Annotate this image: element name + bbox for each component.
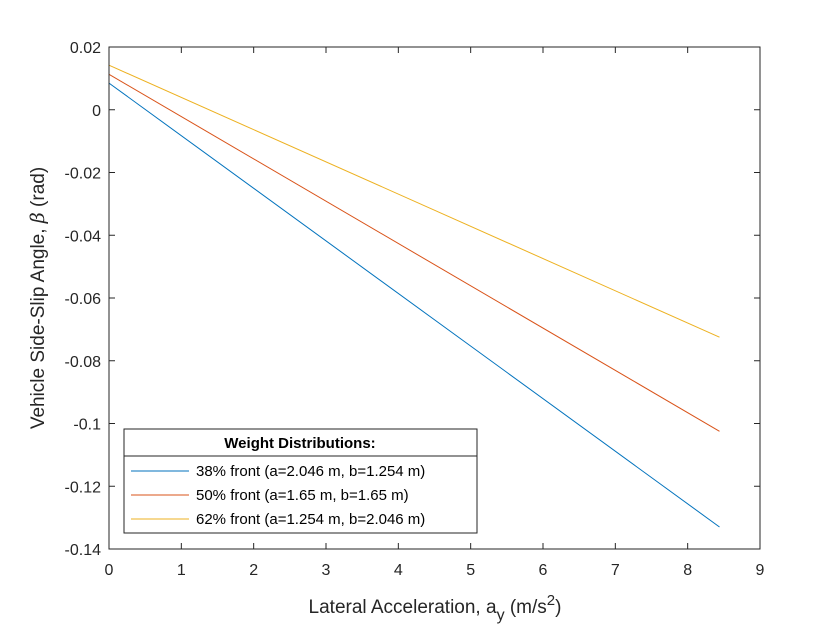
y-tick-label: -0.06 — [65, 291, 102, 308]
x-tick-label: 6 — [539, 562, 548, 579]
x-axis-title-unit: (m/s — [505, 597, 547, 618]
legend-entries: 38% front (a=2.046 m, b=1.254 m) 50% fron… — [131, 463, 425, 528]
legend-label-3: 62% front (a=1.254 m, b=2.046 m) — [196, 511, 425, 528]
x-axis-title-subscript: y — [497, 607, 505, 624]
x-tick-label: 1 — [177, 562, 186, 579]
y-axis-title-unit: (rad) — [28, 167, 49, 212]
y-tick-label: 0 — [92, 103, 101, 120]
legend-box — [123, 428, 478, 534]
x-axis-title-superscript: 2 — [547, 592, 555, 609]
y-tick-label: -0.04 — [65, 228, 102, 245]
series-layer — [108, 64, 720, 528]
y-tick-label: -0.14 — [65, 542, 102, 559]
series-line-1 — [108, 82, 720, 528]
y-axis-title-main: Vehicle Side-Slip Angle, — [28, 223, 49, 429]
series-line-2 — [108, 73, 720, 432]
x-tick-label: 0 — [105, 562, 114, 579]
x-tick-label: 8 — [683, 562, 692, 579]
y-axis: 0.02 0 -0.02 -0.04 -0.06 -0.08 -0.1 -0.12 -0.14 — [65, 40, 760, 559]
series-line-3 — [108, 64, 720, 338]
y-tick-label: -0.02 — [65, 166, 102, 183]
x-tick-label: 4 — [394, 562, 403, 579]
y-tick-label: -0.1 — [73, 417, 101, 434]
y-tick-label: 0.02 — [70, 40, 101, 57]
x-axis-title-main: Lateral Acceleration, a — [309, 597, 497, 618]
y-axis-title-symbol: β — [27, 212, 49, 224]
x-tick-label: 3 — [322, 562, 331, 579]
legend-label-1: 38% front (a=2.046 m, b=1.254 m) — [196, 463, 425, 480]
legend: Weight Distributions: 38% front (a=2.046… — [123, 428, 478, 534]
legend-label-2: 50% front (a=1.65 m, b=1.65 m) — [196, 487, 409, 504]
y-tick-label: -0.12 — [65, 479, 102, 496]
x-axis-title: Lateral Acceleration, ay (m/s2) — [309, 592, 562, 624]
legend-title: Weight Distributions: — [224, 435, 375, 452]
x-axis-title-unit-close: ) — [555, 597, 561, 618]
y-tick-label: -0.08 — [65, 354, 102, 371]
x-tick-label: 2 — [249, 562, 258, 579]
x-tick-label: 5 — [466, 562, 475, 579]
x-tick-label: 9 — [756, 562, 765, 579]
x-axis: 0 1 2 3 4 5 6 7 8 9 — [105, 47, 765, 579]
y-axis-title: Vehicle Side-Slip Angle, β (rad) — [27, 167, 49, 429]
x-tick-label: 7 — [611, 562, 620, 579]
